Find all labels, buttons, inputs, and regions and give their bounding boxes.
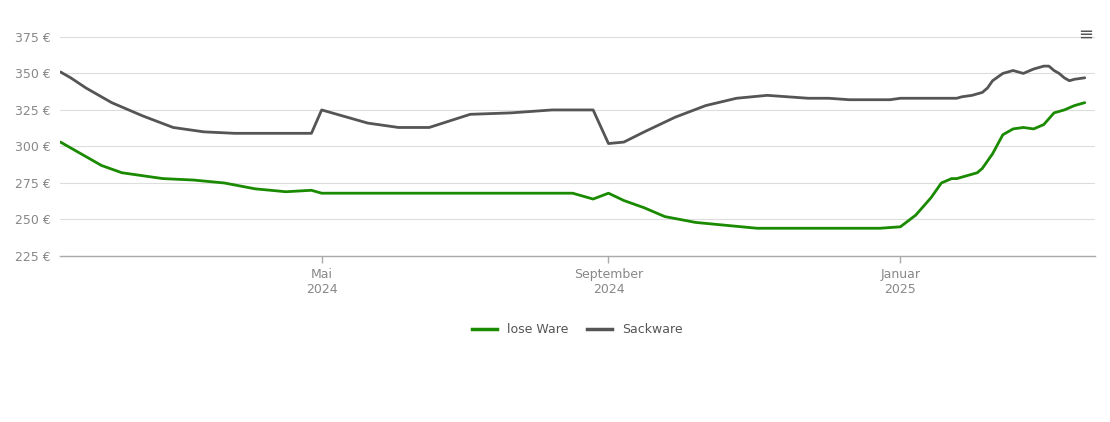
Legend: lose Ware, Sackware: lose Ware, Sackware xyxy=(467,318,688,341)
Text: ≡: ≡ xyxy=(1078,25,1093,43)
